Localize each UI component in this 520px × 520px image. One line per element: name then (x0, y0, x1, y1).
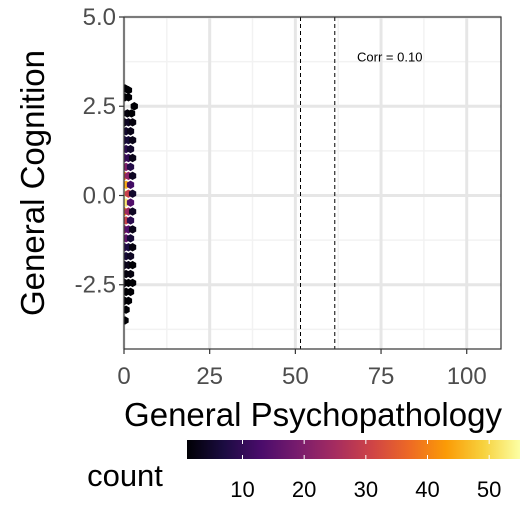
hexbin-cell (126, 287, 135, 297)
hexbin-cell (128, 278, 137, 288)
hexbin-cell (126, 162, 135, 172)
hexbin-cell (126, 180, 135, 189)
hexbin-cell (130, 102, 138, 111)
grid-minor (124, 17, 501, 349)
hexbin-cell (128, 225, 137, 234)
hexbin-cell (126, 198, 135, 207)
hexbin-cell (126, 144, 135, 154)
x-tick-label: 100 (447, 363, 487, 390)
hexbin-cell (128, 207, 137, 216)
hexbin-cell (128, 243, 137, 252)
y-tick-label: -2.5 (75, 272, 116, 299)
reference-lines (300, 17, 336, 349)
hexbin-cell (126, 269, 135, 279)
colorbar-ticks: 10 20 30 40 50 (230, 440, 501, 502)
colorbar-tick-label: 10 (230, 477, 254, 502)
x-tick-label: 75 (368, 363, 395, 390)
y-axis-ticks: -2.5 0.0 2.5 5.0 (75, 4, 124, 299)
hexbin-cell (128, 135, 137, 145)
colorbar-tick-label: 50 (477, 477, 501, 502)
colorbar (187, 440, 520, 459)
hexbin-cell (124, 296, 133, 306)
hexbin-cell (128, 189, 137, 198)
hexbin-cell (128, 171, 137, 181)
hexbin-cell (128, 260, 137, 270)
x-tick-label: 25 (196, 363, 223, 390)
y-tick-label: 0.0 (83, 182, 116, 209)
colorbar-tick-label: 40 (415, 477, 439, 502)
hexbin-cell (124, 316, 129, 325)
hexbin-cell (126, 216, 135, 225)
hexbin-cell (126, 127, 135, 136)
hexbin-cell (124, 305, 130, 314)
hexbin-cell (126, 251, 135, 261)
plot-panel-background (124, 17, 501, 349)
hexbin-cells (124, 84, 138, 325)
hexbin-cell (128, 118, 137, 127)
hexbin-cell (128, 153, 137, 163)
y-tick-label: 5.0 (83, 4, 116, 31)
plot-panel-border (123, 16, 502, 350)
y-axis-title: General Cognition (14, 50, 51, 316)
y-tick-label: 2.5 (83, 93, 116, 120)
x-axis-ticks: 0 25 50 75 100 (117, 349, 487, 390)
hexbin-cell (127, 109, 136, 118)
x-tick-label: 0 (117, 363, 130, 390)
colorbar-legend: count 10 20 30 40 50 (87, 440, 520, 502)
colorbar-title: count (87, 458, 163, 493)
x-axis-title: General Psychopathology (124, 396, 502, 433)
hexbin-cell (124, 85, 133, 95)
colorbar-tick-label: 20 (292, 477, 316, 502)
x-tick-label: 50 (282, 363, 309, 390)
colorbar-tick-label: 30 (354, 477, 378, 502)
correlation-annotation: Corr = 0.10 (357, 49, 422, 64)
hexbin-cell (124, 93, 133, 102)
hexbin-cell (126, 234, 135, 243)
